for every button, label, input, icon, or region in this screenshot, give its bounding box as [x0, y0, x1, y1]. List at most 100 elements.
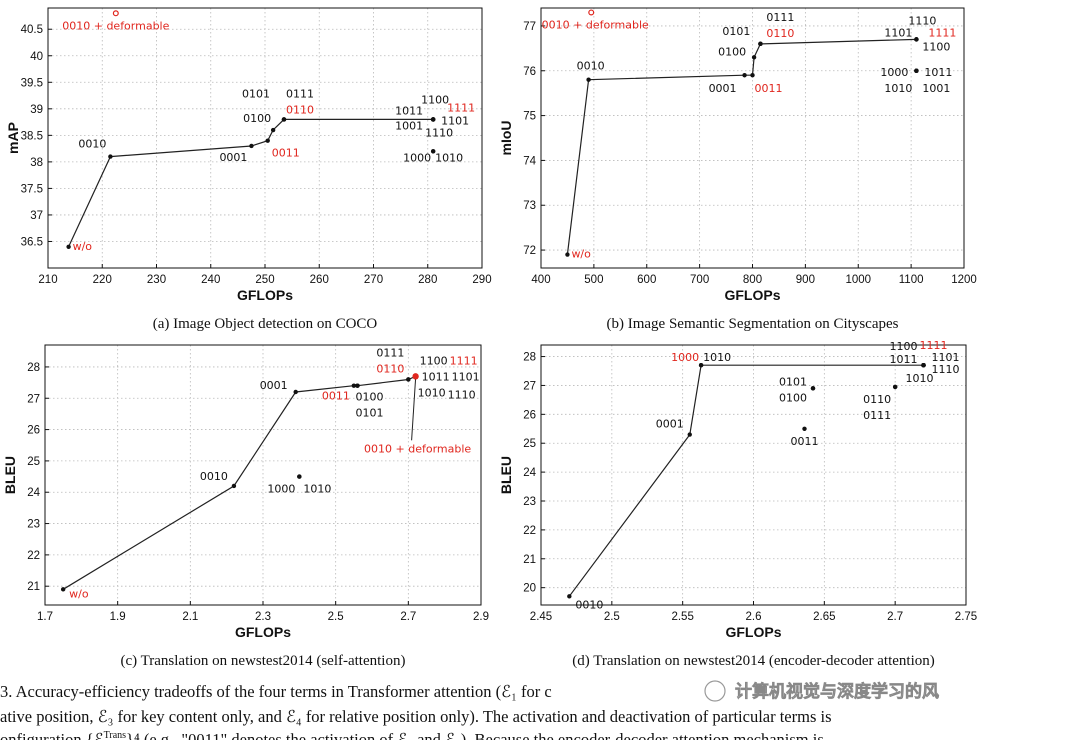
y-tick-label: 40: [30, 51, 43, 63]
subfigure-caption: (c) Translation on newstest2014 (self-at…: [121, 653, 406, 669]
data-point-deformable: [112, 10, 119, 17]
point-label: 1101: [441, 114, 469, 127]
x-tick-label: 2.75: [955, 611, 977, 623]
y-tick-label: 23: [523, 496, 536, 508]
point-label: 1100: [420, 354, 448, 367]
point-label: 0010: [577, 60, 605, 73]
y-tick-label: 24: [27, 487, 40, 499]
point-label: 1000: [403, 151, 431, 164]
data-point: [293, 389, 298, 395]
subfigure-caption: (b) Image Semantic Segmentation on Citys…: [606, 316, 898, 332]
x-tick-label: 500: [584, 274, 603, 286]
x-tick-label: 800: [743, 274, 762, 286]
point-label: 0110: [286, 103, 314, 116]
point-label: 0111: [766, 11, 794, 24]
point-label: 0001: [260, 379, 288, 392]
data-point: [355, 383, 360, 388]
y-tick-label: 36.5: [21, 236, 43, 248]
y-tick-label: 25: [523, 438, 536, 450]
data-point: [270, 127, 276, 133]
point-label: 1101: [452, 370, 480, 383]
x-axis-title: GFLOPs: [235, 624, 291, 640]
point-label: 0010 + deformable: [364, 442, 471, 455]
wechat-logo-icon: [704, 680, 726, 702]
x-tick-label: 700: [690, 274, 709, 286]
point-label: 1010: [884, 82, 912, 95]
subfigure-caption: (d) Translation on newstest2014 (encoder…: [572, 653, 935, 669]
y-tick-label: 39.5: [21, 77, 43, 89]
point-label: 0010 + deformable: [542, 18, 649, 31]
point-label: 0101: [242, 87, 270, 100]
x-tick-label: 220: [93, 274, 112, 286]
chart-panel-b: 400 500 600 700 800 900 1000 1100 1200 72 73 74 75 76…: [498, 7, 977, 332]
point-label: 1110: [448, 388, 476, 401]
plot-frame: [540, 7, 965, 269]
point-label: 0101: [722, 25, 750, 38]
y-axis-title: mAP: [5, 122, 21, 154]
x-tick-label: 210: [38, 274, 57, 286]
point-label: w/o: [69, 587, 89, 600]
data-point: [60, 587, 66, 592]
caption-line-1: 3. Accuracy-efficiency tradeoffs of the …: [0, 682, 552, 701]
point-label: 1110: [932, 363, 960, 376]
x-tick-label: 2.1: [182, 611, 198, 623]
frontier-line: [68, 118, 434, 248]
point-label: 0110: [863, 393, 891, 406]
data-point: [108, 154, 113, 159]
x-tick-label: 2.6: [746, 611, 762, 623]
y-tick-label: 37: [30, 210, 43, 222]
watermark-text: 计算机视觉与深度学习的风: [735, 681, 939, 702]
point-label: 1010: [703, 351, 731, 364]
y-axis-title: BLEU: [498, 456, 514, 494]
point-label: 0001: [709, 82, 737, 95]
data-point: [810, 386, 816, 391]
y-tick-label: 74: [523, 155, 536, 167]
point-label: 0101: [779, 375, 807, 388]
point-label: 0011: [755, 82, 783, 95]
y-tick-label: 75: [523, 111, 536, 123]
callout-line: [411, 378, 417, 441]
data-point: [698, 363, 704, 368]
chart-panel-d: 2.45 2.5 2.55 2.6 2.65 2.7 2.75 20 21 22 23 24 25 26 2…: [498, 339, 977, 669]
point-label: w/o: [571, 248, 591, 261]
y-tick-label: 22: [523, 525, 536, 537]
point-label: 1011: [890, 353, 918, 366]
y-tick-label: 38.5: [21, 130, 43, 142]
point-label: 1111: [920, 339, 948, 352]
point-label: 0100: [718, 45, 746, 58]
x-tick-label: 1.9: [110, 611, 126, 623]
x-tick-label: 270: [364, 274, 383, 286]
x-tick-label: 2.5: [328, 611, 344, 623]
y-tick-label: 38: [30, 157, 43, 169]
data-point: [565, 252, 570, 257]
data-point: [751, 55, 757, 60]
data-point: [802, 426, 807, 431]
x-tick-label: 1100: [899, 274, 924, 286]
x-tick-label: 1000: [845, 274, 871, 286]
x-tick-label: 260: [310, 274, 329, 286]
point-label: 0010: [78, 138, 106, 151]
point-label: 0110: [376, 362, 404, 375]
data-point-deformable: [412, 373, 419, 380]
data-point: [351, 383, 357, 388]
point-label: 1111: [447, 101, 475, 114]
y-tick-label: 27: [523, 380, 536, 392]
point-label: 1111: [928, 26, 956, 39]
x-tick-label: 2.45: [530, 611, 552, 623]
y-tick-label: 76: [523, 66, 536, 78]
data-point: [914, 37, 919, 42]
x-tick-label: 230: [147, 274, 166, 286]
frontier-line: [568, 364, 924, 597]
data-point: [430, 149, 436, 154]
point-label: 1111: [450, 354, 478, 367]
point-label: 1011: [395, 104, 423, 117]
data-point: [249, 143, 254, 149]
x-tick-label: 2.65: [813, 611, 835, 623]
x-tick-label: 1200: [951, 274, 977, 286]
x-tick-label: 240: [201, 274, 220, 286]
x-tick-label: 250: [255, 274, 274, 286]
point-label: 0010: [200, 470, 228, 483]
caption-line-3: onfiguration {ℰTrans}⁴ (e.g., "0011" den…: [0, 730, 824, 740]
data-point: [750, 73, 755, 78]
